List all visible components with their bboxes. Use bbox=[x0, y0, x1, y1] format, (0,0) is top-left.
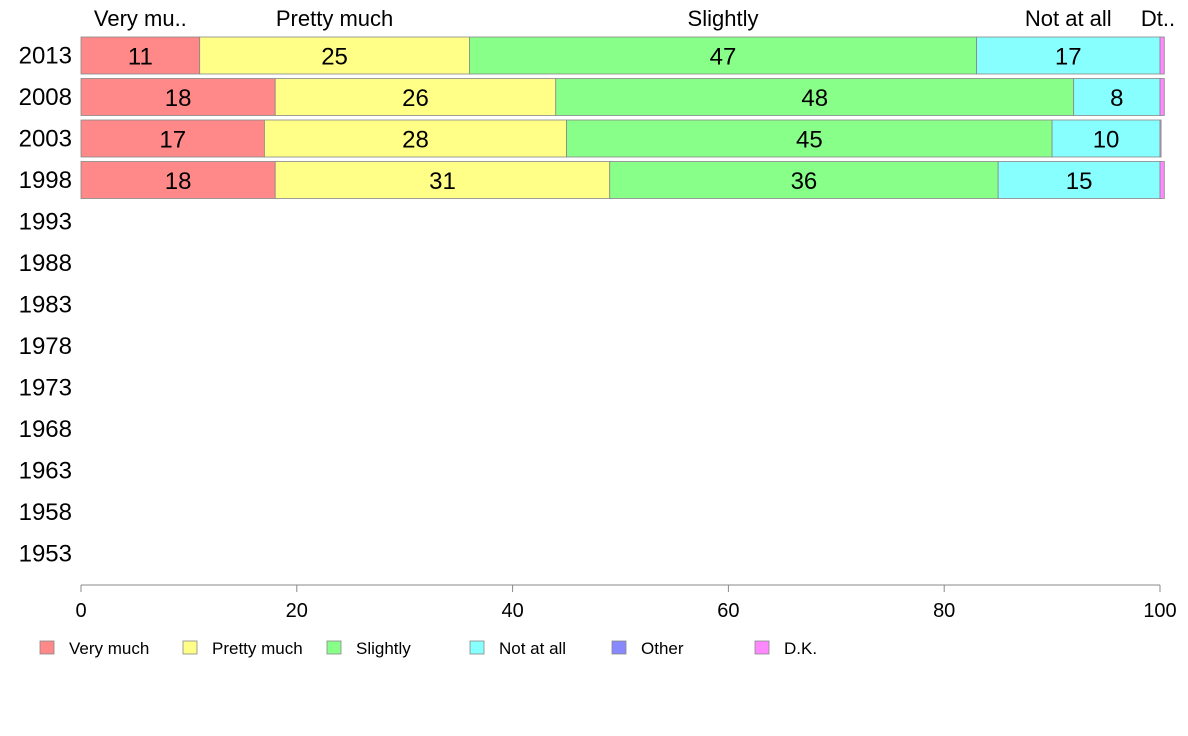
year-labels: 2013 2008 2003 1998 1993 1988 1983 1978 1973 1968… bbox=[19, 43, 72, 568]
legend-label: D.K. bbox=[784, 639, 817, 658]
year-label: 2013 bbox=[19, 43, 72, 70]
bar-segment bbox=[1159, 161, 1165, 199]
legend-swatch bbox=[754, 640, 770, 655]
legend-label: Slightly bbox=[356, 639, 411, 658]
legend-swatch bbox=[611, 640, 627, 655]
bar-segment bbox=[80, 78, 276, 116]
year-label: 1953 bbox=[19, 541, 72, 568]
data-label: 8 bbox=[1110, 85, 1123, 112]
legend-swatch bbox=[326, 640, 342, 655]
year-label: 2008 bbox=[19, 84, 72, 111]
x-tick-label: 0 bbox=[75, 600, 86, 622]
bar-segment bbox=[80, 161, 276, 199]
data-label: 45 bbox=[796, 127, 823, 154]
bar-segment bbox=[1159, 119, 1162, 158]
bars: 11 25 47 17 18 26 48 8 17 28 45 10 18 31 36 15 bbox=[80, 36, 1165, 199]
data-label: 28 bbox=[402, 127, 429, 154]
legend-swatch bbox=[182, 640, 198, 655]
bar-segment bbox=[1073, 78, 1161, 116]
bar-segment bbox=[469, 36, 977, 75]
top-label: Dt.. bbox=[1141, 6, 1175, 31]
x-tick-label: 60 bbox=[717, 600, 739, 622]
year-label: 1978 bbox=[19, 333, 72, 360]
year-label: 1998 bbox=[19, 167, 72, 194]
x-tick-label: 40 bbox=[501, 600, 523, 622]
year-label: 1983 bbox=[19, 292, 72, 319]
bar-segment bbox=[274, 161, 611, 199]
legend-swatch bbox=[39, 640, 55, 655]
data-label: 25 bbox=[321, 44, 348, 71]
legend: Very much Pretty much Slightly Not at all Ot… bbox=[39, 639, 817, 658]
bar-segment bbox=[976, 36, 1161, 75]
legend-label: Very much bbox=[69, 639, 149, 658]
x-tick-label: 100 bbox=[1143, 600, 1176, 622]
data-label: 31 bbox=[429, 168, 456, 195]
data-label: 48 bbox=[801, 85, 828, 112]
top-labels: Very mu.. Pretty much Slightly Not at all Dt… bbox=[94, 6, 1175, 31]
bar-segment bbox=[264, 119, 567, 158]
year-label: 1988 bbox=[19, 250, 72, 277]
top-label: Slightly bbox=[688, 6, 759, 31]
x-axis: 0 20 40 60 80 100 bbox=[75, 584, 1177, 622]
year-label: 2003 bbox=[19, 126, 72, 153]
data-label: 36 bbox=[791, 168, 818, 195]
legend-label: Pretty much bbox=[212, 639, 303, 658]
bar-segment bbox=[555, 78, 1075, 116]
data-label: 17 bbox=[1055, 44, 1082, 71]
year-label: 1993 bbox=[19, 209, 72, 236]
top-label: Very mu.. bbox=[94, 6, 187, 31]
data-label: 17 bbox=[159, 127, 186, 154]
year-label: 1973 bbox=[19, 375, 72, 402]
bar-segment bbox=[997, 161, 1161, 199]
data-label: 18 bbox=[165, 85, 192, 112]
data-label: 15 bbox=[1066, 168, 1093, 195]
year-label: 1968 bbox=[19, 416, 72, 443]
bar-segment bbox=[80, 119, 265, 158]
bar-segment bbox=[1159, 36, 1165, 75]
data-label: 10 bbox=[1093, 127, 1120, 154]
x-tick-label: 20 bbox=[286, 600, 308, 622]
bar-segment bbox=[199, 36, 470, 75]
bar-segment bbox=[1051, 119, 1161, 158]
legend-label: Other bbox=[641, 639, 684, 658]
bar-segment bbox=[80, 36, 201, 75]
bar-segment bbox=[274, 78, 557, 116]
top-label: Pretty much bbox=[276, 6, 393, 31]
data-label: 26 bbox=[402, 85, 429, 112]
data-label: 18 bbox=[165, 168, 192, 195]
top-label: Not at all bbox=[1025, 6, 1112, 31]
legend-swatch bbox=[469, 640, 485, 655]
bar-segment bbox=[1159, 78, 1165, 116]
year-label: 1958 bbox=[19, 499, 72, 526]
legend-label: Not at all bbox=[499, 639, 566, 658]
x-tick-label: 80 bbox=[933, 600, 955, 622]
year-label: 1963 bbox=[19, 458, 72, 485]
data-label: 11 bbox=[128, 44, 153, 71]
data-label: 47 bbox=[710, 44, 737, 71]
